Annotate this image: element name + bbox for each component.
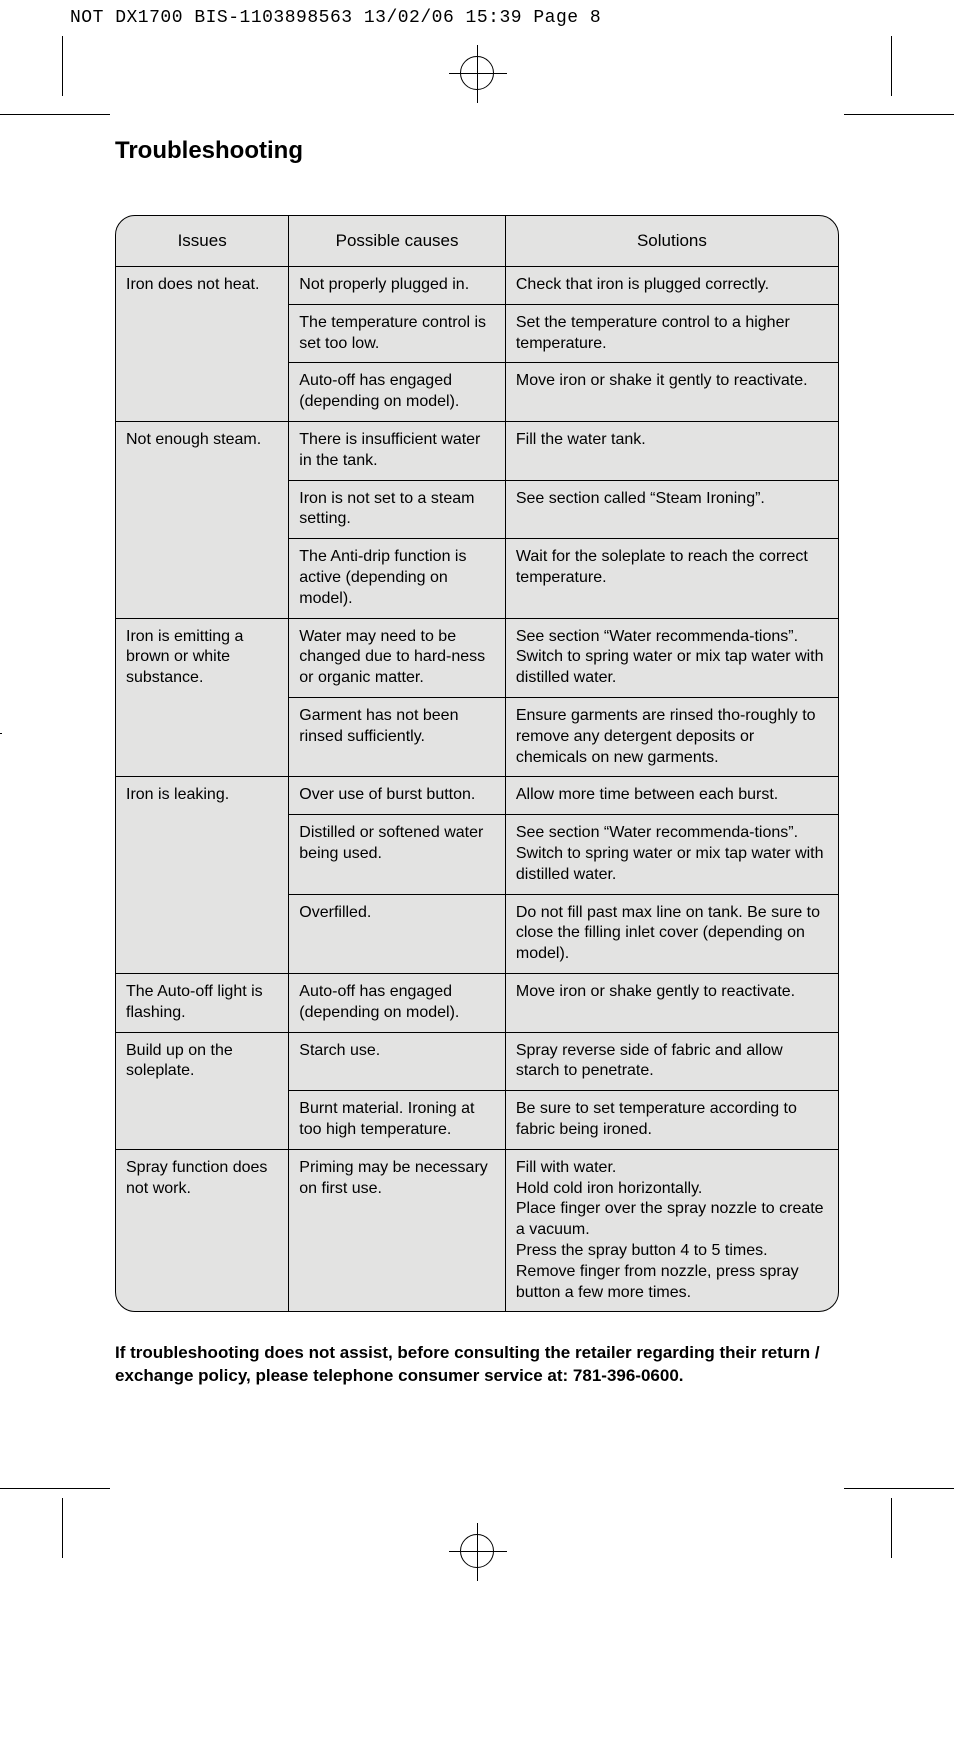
cause-cell: Auto-off has engaged (depending on model… <box>289 974 506 1033</box>
header-line: NOT DX1700 BIS-1103898563 13/02/06 15:39… <box>0 0 954 36</box>
solution-cell: Move iron or shake it gently to reactiva… <box>506 363 838 422</box>
cause-cell: Burnt material. Ironing at too high temp… <box>289 1091 506 1150</box>
solution-cell: Wait for the soleplate to reach the corr… <box>506 539 838 618</box>
solution-cell: Allow more time between each burst. <box>506 777 838 815</box>
header-causes: Possible causes <box>289 216 506 267</box>
troubleshooting-table: Issues Possible causes Solutions Iron do… <box>115 215 839 1312</box>
issue-cell: Iron does not heat. <box>116 267 289 422</box>
cause-cell: Overfilled. <box>289 895 506 974</box>
issue-cell: Build up on the soleplate. <box>116 1033 289 1150</box>
cause-cell: There is insufficient water in the tank. <box>289 422 506 481</box>
solution-cell: Be sure to set temperature according to … <box>506 1091 838 1150</box>
solution-cell: Set the temperature control to a higher … <box>506 305 838 364</box>
cause-cell: Not properly plugged in. <box>289 267 506 305</box>
solution-cell: Fill the water tank. <box>506 422 838 481</box>
header-solutions: Solutions <box>506 216 838 267</box>
cause-cell: Garment has not been rinsed sufficiently… <box>289 698 506 777</box>
issue-cell: Not enough steam. <box>116 422 289 619</box>
cause-cell: Iron is not set to a steam setting. <box>289 481 506 540</box>
solution-cell: See section “Water recommenda-tions”. Sw… <box>506 619 838 698</box>
cause-cell: Water may need to be changed due to hard… <box>289 619 506 698</box>
table-row: Iron does not heat.Not properly plugged … <box>116 267 838 305</box>
cause-cell: Distilled or softened water being used. <box>289 815 506 894</box>
solution-cell: Ensure garments are rinsed tho-roughly t… <box>506 698 838 777</box>
solution-cell: See section called “Steam Ironing”. <box>506 481 838 540</box>
solution-cell: See section “Water recommenda-tions”. Sw… <box>506 815 838 894</box>
solution-cell: Move iron or shake gently to reactivate. <box>506 974 838 1033</box>
issue-cell: The Auto-off light is flashing. <box>116 974 289 1033</box>
solution-cell: Check that iron is plugged correctly. <box>506 267 838 305</box>
issue-cell: Iron is emitting a brown or white substa… <box>116 619 289 778</box>
cause-cell: Priming may be necessary on first use. <box>289 1150 506 1312</box>
table-row: The Auto-off light is flashing.Auto-off … <box>116 974 838 1033</box>
solution-cell: Do not fill past max line on tank. Be su… <box>506 895 838 974</box>
solution-cell: Spray reverse side of fabric and allow s… <box>506 1033 838 1092</box>
footer-note: If troubleshooting does not assist, befo… <box>115 1342 839 1388</box>
cause-cell: Auto-off has engaged (depending on model… <box>289 363 506 422</box>
cause-cell: The Anti-drip function is active (depend… <box>289 539 506 618</box>
table-row: Build up on the soleplate.Starch use.Spr… <box>116 1033 838 1092</box>
issue-cell: Spray function does not work. <box>116 1150 289 1312</box>
table-row: Iron is leaking.Over use of burst button… <box>116 777 838 815</box>
table-row: Spray function does not work.Priming may… <box>116 1150 838 1312</box>
cause-cell: Over use of burst button. <box>289 777 506 815</box>
cause-cell: Starch use. <box>289 1033 506 1092</box>
table-row: Not enough steam.There is insufficient w… <box>116 422 838 481</box>
header-issues: Issues <box>116 216 289 267</box>
solution-cell: Fill with water. Hold cold iron horizont… <box>506 1150 838 1312</box>
issue-cell: Iron is leaking. <box>116 777 289 974</box>
table-row: Iron is emitting a brown or white substa… <box>116 619 838 698</box>
crop-marks-bottom <box>0 1488 954 1588</box>
page-title: Troubleshooting <box>115 137 839 165</box>
cause-cell: The temperature control is set too low. <box>289 305 506 364</box>
